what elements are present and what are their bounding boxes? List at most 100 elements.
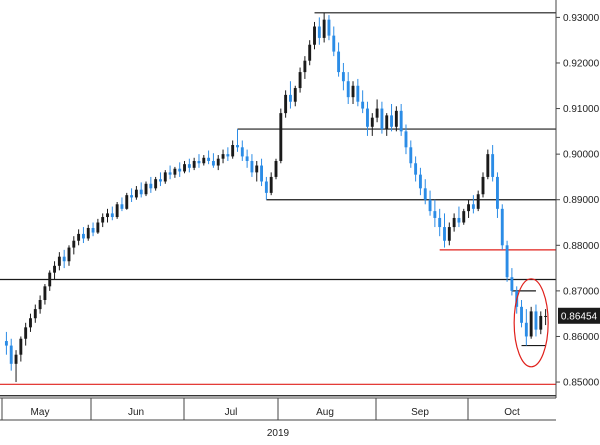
candle-body bbox=[101, 217, 105, 223]
price-tick-label: 0.92000 bbox=[563, 58, 600, 69]
candle-body bbox=[423, 188, 427, 200]
candle-10 bbox=[53, 261, 56, 280]
candle-81 bbox=[394, 106, 398, 132]
candle-80 bbox=[390, 104, 393, 132]
candle-body bbox=[308, 44, 312, 61]
candle-98 bbox=[476, 190, 480, 212]
candle-97 bbox=[471, 195, 475, 214]
candles-group bbox=[4, 12, 548, 383]
candle-body bbox=[91, 227, 95, 233]
candle-44 bbox=[216, 155, 220, 171]
price-tick-label: 0.90000 bbox=[563, 150, 600, 161]
candle-75 bbox=[366, 101, 369, 136]
candle-body bbox=[414, 163, 418, 175]
candle-24 bbox=[120, 197, 124, 212]
candle-body bbox=[293, 88, 297, 102]
candle-body bbox=[380, 108, 384, 130]
candle-body bbox=[438, 217, 442, 228]
candle-18 bbox=[91, 222, 95, 237]
price-tick-label: 0.87000 bbox=[563, 286, 600, 297]
last-price-label: 0.86454 bbox=[561, 311, 598, 322]
candle-101 bbox=[491, 145, 495, 182]
candle-body bbox=[38, 300, 42, 310]
candle-body bbox=[471, 204, 475, 209]
candle-body bbox=[524, 322, 528, 337]
candle-body bbox=[57, 256, 61, 266]
candle-82 bbox=[399, 104, 403, 136]
candle-4 bbox=[24, 322, 28, 346]
candle-65 bbox=[317, 17, 321, 45]
candle-2 bbox=[14, 350, 18, 383]
candle-91 bbox=[443, 213, 446, 248]
candle-31 bbox=[154, 176, 158, 191]
candle-body bbox=[529, 311, 533, 337]
candle-19 bbox=[96, 218, 100, 234]
candle-body bbox=[462, 211, 466, 223]
month-label-oct: Oct bbox=[504, 407, 520, 418]
candle-body bbox=[197, 160, 201, 164]
candle-body bbox=[486, 154, 490, 177]
candle-25 bbox=[125, 192, 129, 210]
candle-body bbox=[130, 195, 134, 198]
candle-59 bbox=[288, 81, 292, 109]
candle-body bbox=[534, 311, 538, 330]
candle-33 bbox=[163, 170, 167, 184]
candle-40 bbox=[197, 154, 201, 168]
candle-64 bbox=[313, 21, 316, 50]
candle-99 bbox=[481, 172, 485, 198]
candle-body bbox=[317, 26, 321, 38]
candle-20 bbox=[101, 213, 105, 228]
candle-body bbox=[544, 315, 548, 317]
candle-29 bbox=[144, 181, 148, 197]
candle-16 bbox=[81, 227, 85, 244]
candle-body bbox=[221, 154, 225, 159]
candle-body bbox=[303, 60, 307, 73]
candle-body bbox=[77, 233, 81, 241]
candle-body bbox=[500, 208, 504, 246]
candle-48 bbox=[236, 129, 239, 152]
candle-body bbox=[139, 189, 143, 195]
candle-17 bbox=[86, 224, 90, 241]
candle-body bbox=[356, 85, 360, 102]
candle-77 bbox=[375, 99, 379, 123]
candle-body bbox=[539, 315, 543, 330]
candle-body bbox=[452, 217, 456, 228]
candle-3 bbox=[19, 336, 23, 362]
candle-body bbox=[4, 341, 8, 346]
candle-body bbox=[207, 157, 211, 161]
highlight-group bbox=[513, 278, 549, 368]
candle-body bbox=[178, 168, 182, 172]
candle-28 bbox=[139, 182, 143, 198]
candle-body bbox=[125, 195, 129, 209]
candle-body bbox=[43, 286, 47, 300]
candle-42 bbox=[207, 150, 211, 165]
candle-body bbox=[106, 213, 109, 218]
candle-body bbox=[250, 160, 254, 173]
candle-body bbox=[216, 158, 220, 166]
candle-112 bbox=[544, 309, 548, 326]
candle-body bbox=[332, 35, 336, 52]
candle-109 bbox=[529, 306, 533, 339]
candle-87 bbox=[423, 179, 427, 205]
horizontal-level-lines bbox=[0, 12, 556, 397]
candle-102 bbox=[496, 172, 499, 218]
candle-50 bbox=[245, 149, 249, 168]
price-tick-label: 0.88000 bbox=[563, 241, 600, 252]
candle-73 bbox=[356, 78, 360, 107]
candle-32 bbox=[159, 172, 162, 187]
candle-45 bbox=[221, 149, 225, 164]
candle-body bbox=[433, 211, 437, 218]
candle-27 bbox=[134, 186, 138, 200]
candle-108 bbox=[524, 309, 528, 346]
candle-body bbox=[481, 176, 485, 195]
candle-body bbox=[236, 145, 239, 148]
candle-7 bbox=[38, 295, 42, 314]
candle-15 bbox=[77, 229, 81, 246]
candle-35 bbox=[173, 166, 177, 178]
candle-38 bbox=[187, 158, 191, 173]
candle-body bbox=[245, 156, 249, 161]
candle-8 bbox=[43, 284, 47, 305]
candle-body bbox=[255, 165, 259, 173]
candle-body bbox=[375, 108, 379, 118]
